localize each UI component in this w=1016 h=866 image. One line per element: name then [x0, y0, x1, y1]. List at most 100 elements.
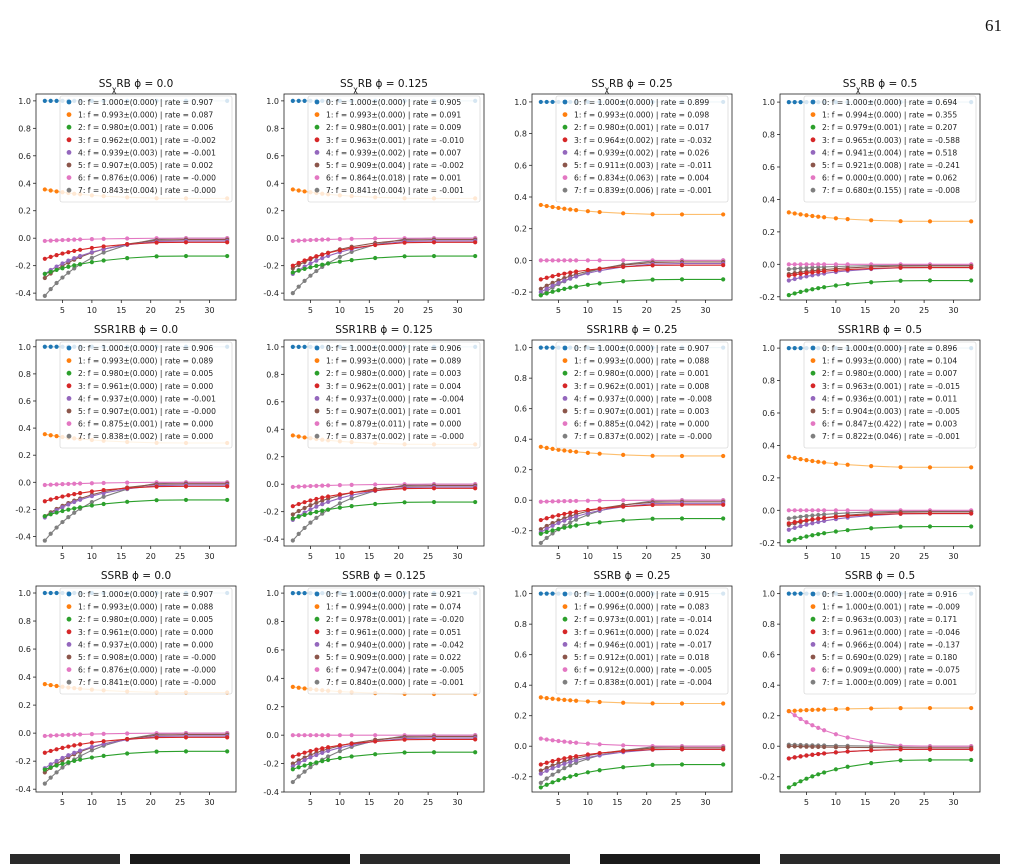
y-tick-label: -0.4 [15, 785, 31, 794]
legend-marker-0 [810, 345, 816, 351]
data-point-1 [822, 460, 827, 465]
data-point-7 [78, 753, 83, 759]
data-point-7 [544, 535, 549, 541]
legend-entry: 6: f = 0.909±(0.000) | rate = -0.075 [822, 666, 960, 675]
data-point-3 [54, 253, 59, 258]
legend-marker-6 [66, 667, 72, 672]
data-point-3 [679, 747, 685, 752]
data-point-3 [320, 252, 325, 257]
data-point-4 [574, 514, 579, 519]
legend-marker-2 [810, 616, 816, 622]
legend-entry: 5: f = 0.907±(0.001) | rate = 0.001 [326, 407, 461, 416]
data-point-3 [550, 759, 555, 764]
data-point-3 [78, 742, 83, 747]
data-point-2 [320, 759, 325, 764]
data-point-1 [798, 457, 803, 462]
data-point-6 [337, 237, 342, 242]
data-point-3 [89, 245, 94, 251]
data-point-2 [927, 524, 933, 529]
y-tick-label: 0.8 [18, 370, 31, 379]
data-point-6 [42, 733, 47, 739]
data-point-6 [804, 262, 809, 267]
data-point-2 [54, 267, 59, 273]
data-point-3 [431, 240, 437, 245]
data-point-0 [786, 346, 791, 351]
y-tick-label: 0.8 [762, 620, 775, 629]
legend-entry: 1: f = 0.993±(0.000) | rate = 0.098 [574, 111, 709, 120]
data-point-6 [314, 483, 319, 488]
y-tick-label: 0.4 [266, 179, 279, 188]
data-point-1 [650, 701, 655, 706]
data-point-3 [60, 251, 65, 256]
data-point-2 [349, 754, 354, 759]
data-point-4 [337, 496, 342, 501]
data-point-3 [845, 267, 850, 272]
legend-entry: 6: f = 0.864±(0.018) | rate = 0.001 [326, 174, 461, 183]
data-point-3 [650, 747, 655, 752]
y-tick-label: 0.8 [18, 124, 31, 133]
legend-entry: 4: f = 0.939±(0.003) | rate = -0.001 [78, 148, 216, 157]
data-point-2 [650, 762, 655, 767]
x-tick-label: 15 [116, 798, 126, 807]
x-tick-label: 30 [700, 306, 710, 315]
data-point-2 [679, 762, 685, 767]
data-point-2 [225, 749, 230, 754]
data-point-7 [816, 265, 821, 270]
data-point-4 [320, 750, 325, 755]
y-tick-label: 0.0 [514, 496, 527, 505]
data-point-2 [810, 774, 815, 779]
data-point-4 [89, 493, 94, 499]
data-point-2 [320, 508, 325, 513]
data-point-5 [42, 275, 47, 281]
data-point-1 [48, 188, 53, 193]
data-point-6 [337, 483, 342, 488]
data-point-3 [898, 265, 903, 270]
y-tick-label: 0.6 [266, 646, 279, 655]
data-point-3 [314, 496, 319, 502]
data-point-1 [544, 445, 549, 450]
legend-entry: 5: f = 0.909±(0.004) | rate = -0.002 [326, 161, 464, 170]
legend-entry: 2: f = 0.963±(0.003) | rate = 0.171 [822, 615, 957, 624]
data-point-2 [816, 532, 821, 537]
legend-entry: 1: f = 0.993±(0.000) | rate = 0.088 [574, 357, 709, 366]
data-point-2 [804, 534, 809, 539]
data-point-2 [42, 271, 47, 277]
data-point-3 [869, 512, 874, 517]
data-point-1 [621, 452, 626, 458]
legend-entry: 2: f = 0.980±(0.000) | rate = 0.005 [78, 369, 213, 378]
data-point-3 [402, 240, 407, 245]
legend-marker-0 [314, 591, 320, 597]
legend-marker-1 [562, 112, 568, 117]
data-point-6 [314, 733, 319, 738]
data-point-1 [54, 189, 59, 194]
legend-entry: 5: f = 0.921±(0.008) | rate = -0.241 [822, 161, 960, 170]
data-point-1 [296, 188, 301, 193]
data-point-1 [845, 462, 850, 467]
data-point-3 [473, 737, 478, 742]
data-point-1 [792, 455, 797, 461]
data-point-1 [538, 202, 543, 208]
data-point-6 [621, 258, 626, 263]
legend-marker-7 [66, 187, 72, 193]
data-point-6 [296, 733, 301, 738]
data-point-6 [845, 508, 850, 513]
data-point-6 [792, 713, 797, 718]
data-point-3 [296, 260, 301, 266]
y-tick-label: 0.4 [18, 424, 31, 433]
legend-box [59, 341, 233, 449]
data-point-2 [574, 523, 579, 528]
data-point-6 [816, 262, 821, 267]
y-tick-label: -0.2 [759, 773, 775, 782]
data-point-6 [822, 262, 827, 267]
data-point-3 [66, 493, 71, 498]
data-point-7 [290, 538, 295, 543]
subplot-6: SSR1RB ϕ = 0.25 -0.2 0.0 0.2 0.4 0.6 0.8 1.0 5 10… [511, 324, 733, 561]
data-point-7 [337, 749, 342, 754]
legend-entry: 0: f = 1.000±(0.000) | rate = 0.915 [574, 590, 709, 599]
legend-box [803, 95, 977, 203]
data-point-3 [550, 514, 555, 519]
data-point-1 [597, 209, 602, 215]
legend-box [307, 95, 481, 203]
data-point-6 [48, 733, 53, 738]
y-tick-label: -0.2 [759, 539, 775, 548]
